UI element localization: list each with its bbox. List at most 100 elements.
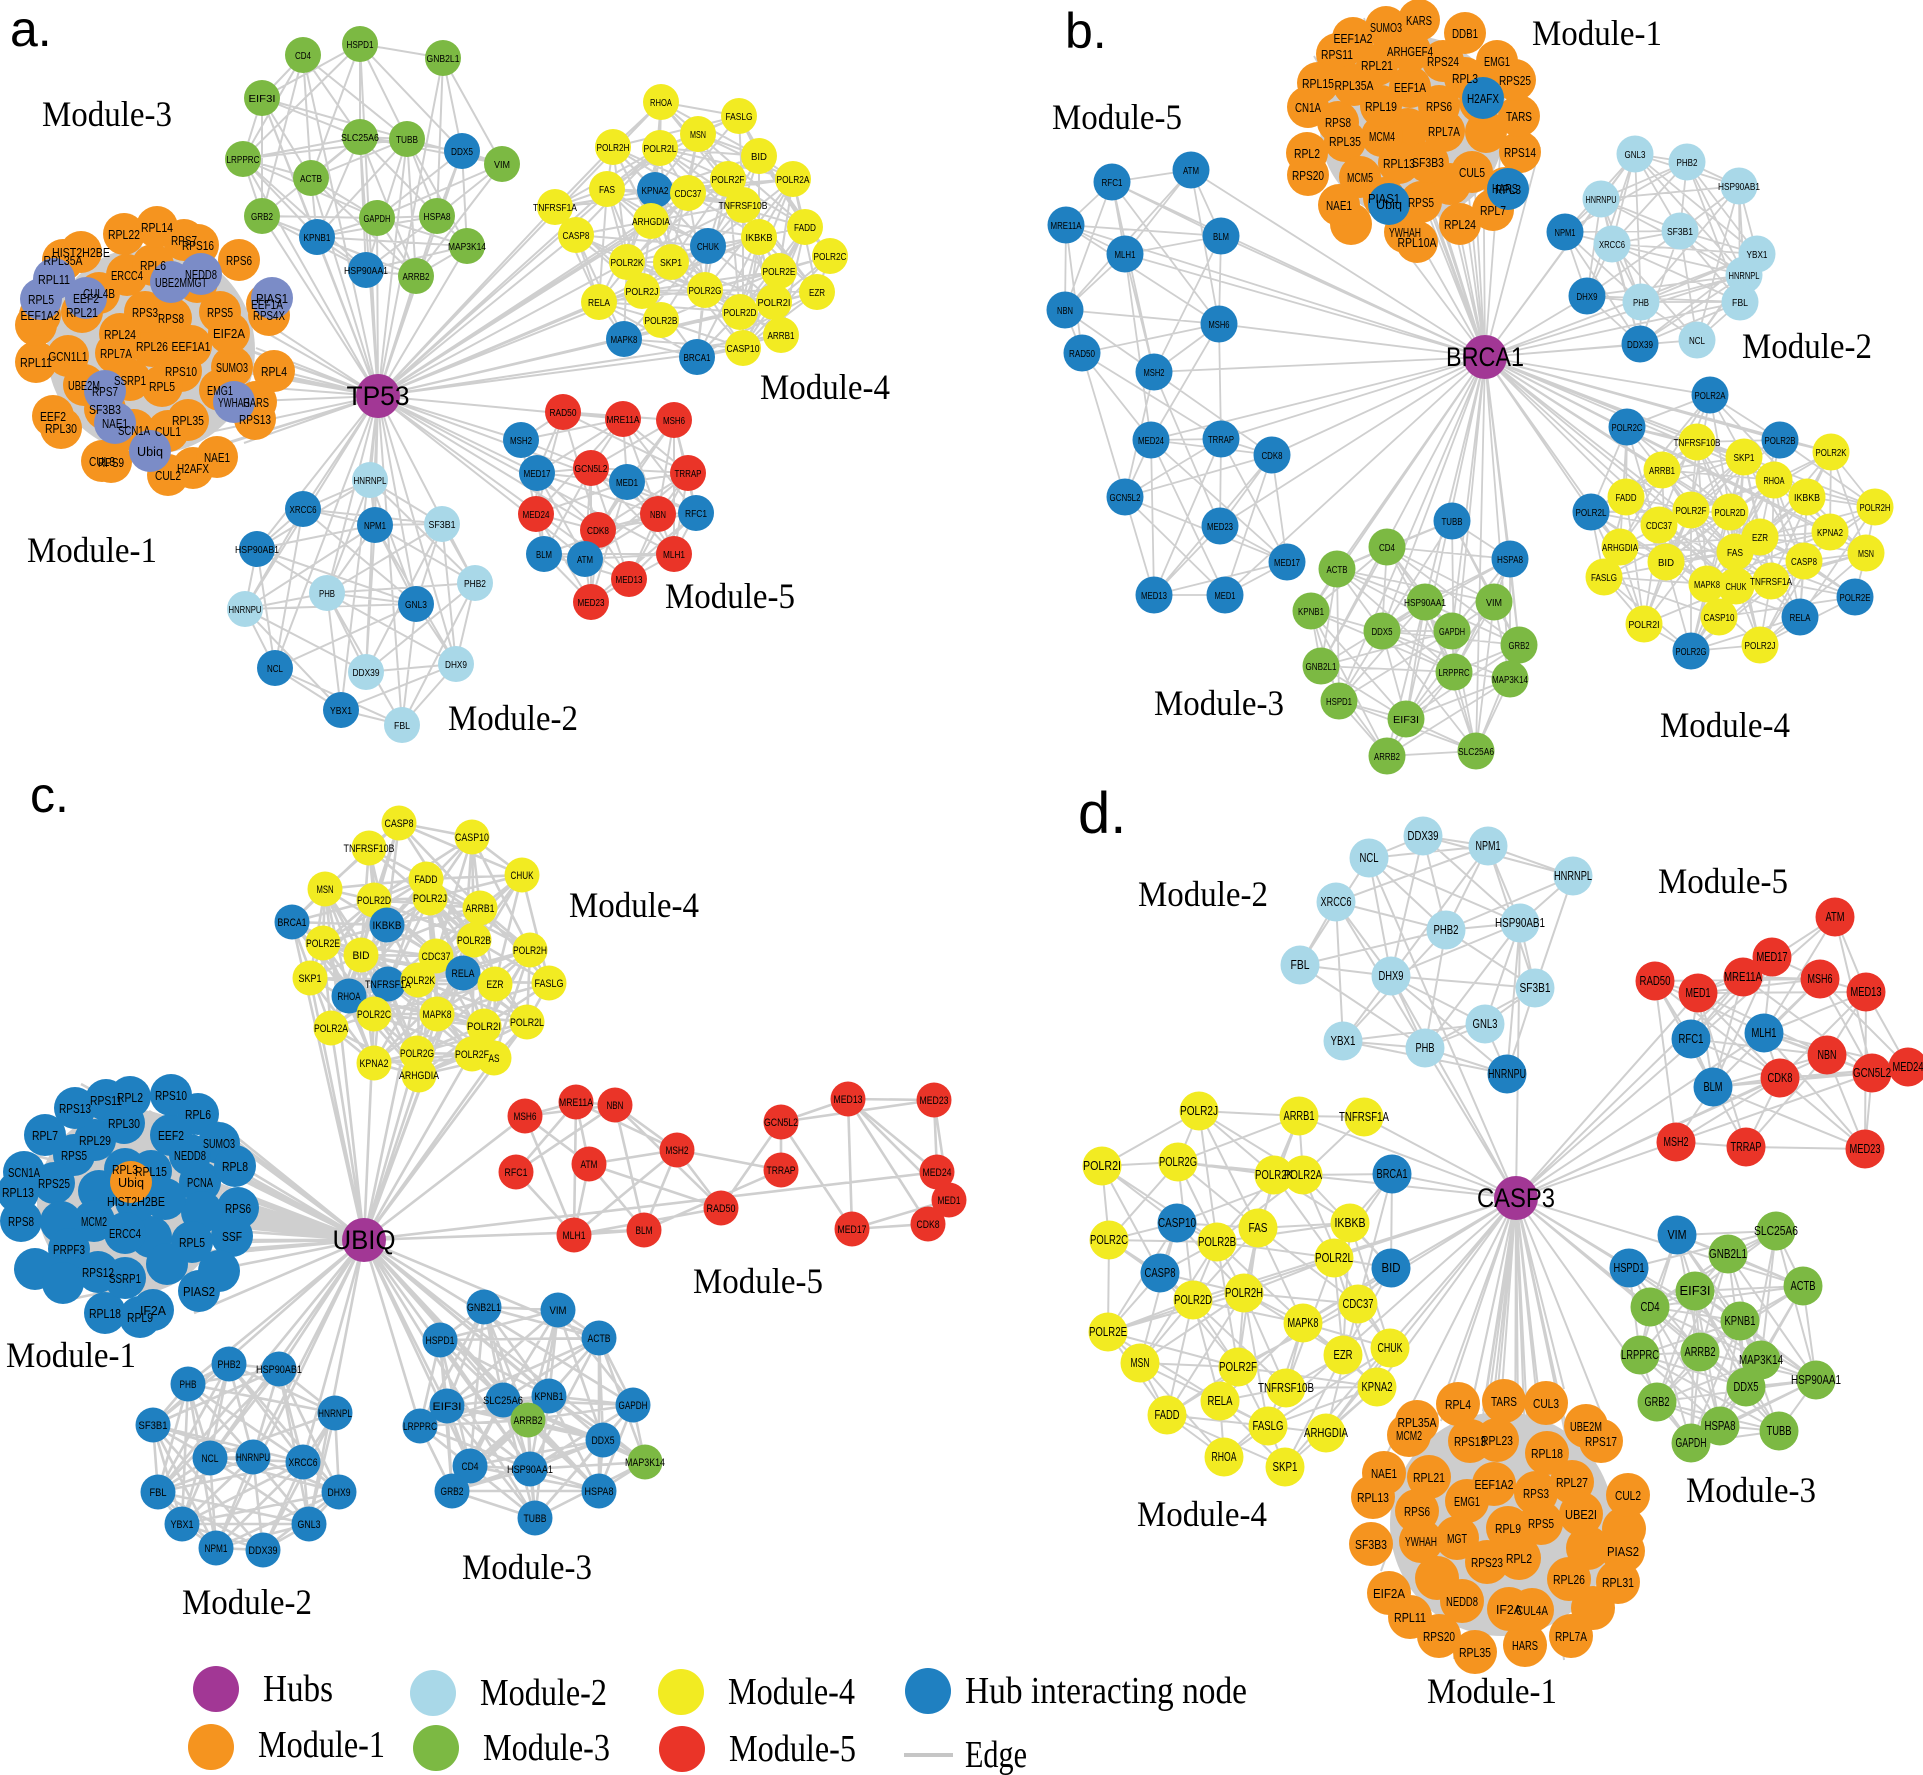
svg-text:MCM2: MCM2 (81, 1214, 107, 1229)
svg-text:LRPPRC: LRPPRC (1621, 1348, 1659, 1362)
svg-text:GNB2L1: GNB2L1 (467, 1302, 501, 1314)
svg-text:RPL6: RPL6 (140, 258, 166, 273)
svg-text:RELA: RELA (452, 968, 476, 980)
svg-text:MLH1: MLH1 (1115, 250, 1136, 261)
svg-text:HSPD1: HSPD1 (426, 1335, 455, 1347)
svg-text:RPL26: RPL26 (1553, 1572, 1585, 1587)
svg-text:HARS: HARS (1492, 181, 1518, 196)
svg-text:POLR2J: POLR2J (1180, 1104, 1218, 1118)
svg-text:MED17: MED17 (1757, 950, 1788, 964)
svg-text:RPL8: RPL8 (222, 1159, 248, 1174)
svg-text:IF2A: IF2A (140, 1303, 166, 1318)
svg-text:CASP3: CASP3 (1477, 1183, 1555, 1213)
svg-text:NPM1: NPM1 (1476, 839, 1501, 853)
svg-text:RPS8: RPS8 (1325, 115, 1351, 130)
svg-text:HNRNPU: HNRNPU (1586, 195, 1617, 206)
svg-text:DDX5: DDX5 (1734, 1380, 1759, 1394)
svg-text:RPS14: RPS14 (1504, 145, 1536, 160)
svg-text:HNRNPL: HNRNPL (354, 475, 387, 487)
svg-text:POLR2H: POLR2H (1225, 1286, 1263, 1300)
svg-text:Module-4: Module-4 (760, 367, 890, 407)
svg-text:MSN: MSN (1131, 1356, 1150, 1370)
svg-text:RPL7A: RPL7A (1428, 124, 1460, 139)
svg-text:MRE11A: MRE11A (1724, 970, 1763, 984)
svg-text:ERCC4: ERCC4 (109, 1226, 141, 1241)
svg-text:NBN: NBN (1057, 306, 1073, 317)
svg-text:GNL3: GNL3 (1625, 150, 1646, 161)
svg-text:RPS10: RPS10 (165, 364, 197, 379)
svg-text:RPS3: RPS3 (1523, 1486, 1549, 1501)
svg-text:Ubiq: Ubiq (137, 444, 163, 459)
svg-text:RHOA: RHOA (1212, 1450, 1237, 1464)
svg-text:UBE2I: UBE2I (1565, 1507, 1597, 1522)
svg-text:DHX9: DHX9 (445, 659, 467, 671)
svg-text:HSP90AA1: HSP90AA1 (344, 265, 388, 277)
svg-text:POLR2G: POLR2G (1159, 1155, 1197, 1169)
svg-text:RPS13: RPS13 (1454, 1434, 1486, 1449)
svg-text:TRRAP: TRRAP (767, 1165, 796, 1177)
svg-text:HSPD1: HSPD1 (347, 39, 374, 51)
svg-text:RAD50: RAD50 (550, 407, 577, 419)
svg-text:TUBB: TUBB (524, 1513, 547, 1525)
svg-text:HNRNPL: HNRNPL (318, 1408, 352, 1420)
svg-text:HIST2H2BE: HIST2H2BE (107, 1194, 165, 1209)
svg-text:CUL2: CUL2 (1615, 1488, 1641, 1503)
svg-text:RAD50: RAD50 (1069, 349, 1095, 360)
svg-text:RPL5: RPL5 (179, 1235, 205, 1250)
svg-text:POLR2J: POLR2J (1745, 641, 1776, 652)
svg-text:POLR2B: POLR2B (1198, 1235, 1236, 1249)
svg-text:ARRB2: ARRB2 (1685, 1345, 1716, 1359)
svg-text:XRCC6: XRCC6 (290, 504, 317, 516)
svg-text:ARHGDIA: ARHGDIA (632, 216, 670, 228)
svg-text:RPL19: RPL19 (1365, 99, 1397, 114)
svg-text:SF3B3: SF3B3 (1355, 1537, 1387, 1552)
svg-text:RPS13: RPS13 (239, 412, 271, 427)
svg-text:EMG1: EMG1 (1484, 54, 1510, 69)
svg-text:ARRB2: ARRB2 (514, 1415, 543, 1427)
svg-text:FADD: FADD (415, 874, 438, 886)
svg-text:RPS24: RPS24 (1427, 54, 1459, 69)
svg-text:SF3B3: SF3B3 (1412, 155, 1444, 170)
svg-text:MSH2: MSH2 (510, 435, 532, 447)
svg-text:MED23: MED23 (1207, 522, 1233, 533)
svg-text:RPL21: RPL21 (1361, 58, 1393, 73)
svg-text:RPL2: RPL2 (117, 1090, 143, 1105)
svg-text:FASLG: FASLG (1253, 1419, 1284, 1433)
svg-text:UBIQ: UBIQ (333, 1225, 396, 1255)
svg-text:EEF1A1: EEF1A1 (172, 339, 211, 354)
svg-text:RPL30: RPL30 (108, 1116, 140, 1131)
svg-text:RPL26: RPL26 (136, 339, 168, 354)
svg-text:RPL13: RPL13 (1383, 156, 1415, 171)
svg-text:ATM: ATM (1826, 910, 1845, 924)
svg-text:KPNA2: KPNA2 (1817, 528, 1843, 539)
svg-text:SLC25A6: SLC25A6 (1458, 747, 1494, 758)
svg-text:RPS6: RPS6 (226, 253, 252, 268)
svg-text:RPL35A: RPL35A (1335, 78, 1374, 93)
svg-text:SCN1A: SCN1A (8, 1165, 40, 1180)
svg-text:POLR2F: POLR2F (712, 174, 745, 186)
svg-text:MED24: MED24 (923, 1167, 952, 1179)
svg-text:RPL11: RPL11 (20, 355, 52, 370)
svg-text:CUL3: CUL3 (1533, 1396, 1559, 1411)
svg-text:RPL35: RPL35 (172, 413, 204, 428)
svg-text:LRPPRC: LRPPRC (227, 154, 260, 166)
svg-text:VIM: VIM (1668, 1228, 1687, 1242)
svg-text:TARS: TARS (1506, 109, 1532, 124)
svg-text:MCM5: MCM5 (1347, 170, 1373, 185)
svg-text:Module-3: Module-3 (462, 1547, 592, 1587)
svg-text:DDX5: DDX5 (1372, 627, 1393, 638)
svg-text:CHUK: CHUK (697, 241, 719, 253)
svg-text:RPL7A: RPL7A (1555, 1629, 1587, 1644)
svg-text:PHB: PHB (319, 588, 335, 600)
svg-text:CUL4B: CUL4B (83, 286, 115, 301)
svg-text:TNFRSF10B: TNFRSF10B (1258, 1381, 1314, 1395)
svg-text:PCNA: PCNA (187, 1175, 213, 1190)
svg-text:RAD50: RAD50 (707, 1203, 736, 1215)
svg-text:MED1: MED1 (1215, 591, 1236, 602)
svg-text:KPNA2: KPNA2 (360, 1058, 389, 1070)
svg-text:HSPD1: HSPD1 (1326, 697, 1352, 708)
svg-text:YBX1: YBX1 (1747, 250, 1768, 261)
svg-text:POLR2A: POLR2A (1284, 1168, 1322, 1182)
svg-text:NBN: NBN (1818, 1048, 1837, 1062)
svg-text:SUMO3: SUMO3 (203, 1136, 235, 1151)
